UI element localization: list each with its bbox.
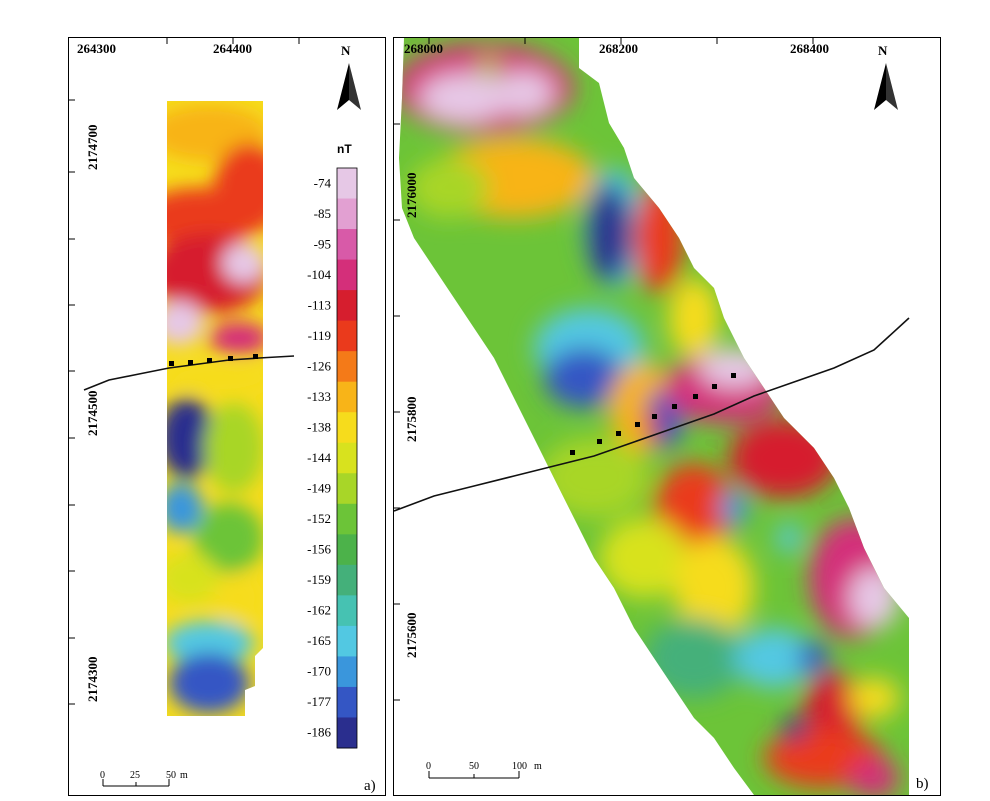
scale-a-unit: m [180,770,188,781]
colorbar-tick-label: -144 [307,450,331,465]
colorbar-tick-label: -165 [307,633,331,648]
profile-line-a [83,354,295,391]
map-panel-b: 268000 268200 268400 2176000 2175800 217… [393,37,941,796]
colorbar-tick-label: -113 [308,297,331,312]
colorbar-tick-label: -186 [307,725,331,740]
colorbar-tick-label: -159 [307,572,331,587]
colorbar-swatch [337,595,357,627]
scale-a-25: 25 [130,770,140,781]
scale-bar-a: 0 25 50 m [100,770,188,787]
svg-text:N: N [341,43,351,58]
y-tick-b-3: 2175600 [404,613,419,659]
y-tick-b-2: 2175800 [404,397,419,443]
x-tick-a-1: 264300 [77,41,116,56]
scale-b-50: 50 [469,761,479,772]
scale-b-0: 0 [426,761,431,772]
colorbar-tick-label: -126 [307,358,331,373]
map-a-canvas: 264300 264400 2174700 2174500 2174300 N … [69,38,376,794]
y-tick-b-1: 2176000 [404,173,419,219]
axis-ticks-a [69,38,300,705]
colorbar-scale: -74 -85 -95 -104 -113 -119 -126 -133 -138 -144 -14… [307,167,358,749]
colorbar-tick-label: -95 [314,236,331,251]
scale-bar-b: 0 50 100 m [426,761,542,779]
svg-text:N: N [878,43,888,58]
colorbar-swatch [337,625,357,657]
colorbar-swatch [337,656,357,688]
colorbar-tick-label: -177 [307,694,331,709]
colorbar-swatch [337,564,357,596]
y-tick-a-2: 2174500 [85,391,100,437]
y-tick-a-1: 2174700 [85,125,100,171]
y-tick-a-3: 2174300 [85,657,100,703]
map-b-canvas: 268000 268200 268400 2176000 2175800 217… [393,38,929,795]
colorbar-swatch [337,412,357,444]
anomaly-grid-a [167,101,263,716]
colorbar-unit: nT [337,142,352,156]
colorbar-tick-label: -104 [307,267,331,282]
axis-ticks-b [394,38,814,701]
colorbar-swatch [337,320,357,352]
colorbar-tick-label: -152 [307,511,331,526]
colorbar: nT -74 -85 -95 -104 -113 -119 -126 -133 -138 -144… [289,138,379,762]
colorbar-swatch [337,503,357,535]
scale-a-0: 0 [100,770,105,781]
colorbar-tick-label: -170 [307,664,331,679]
colorbar-tick-label: -74 [314,175,332,190]
profile-line-b [393,317,910,512]
map-panel-a: 264300 264400 2174700 2174500 2174300 N … [68,37,386,796]
colorbar-tick-label: -133 [307,389,331,404]
scale-a-50: 50 [166,770,176,781]
colorbar-swatch [337,442,357,474]
colorbar-tick-label: -156 [307,542,331,557]
north-arrow-icon: N [874,43,898,110]
colorbar-swatch [337,198,357,230]
colorbar-swatch [337,351,357,383]
colorbar-tick-label: -85 [314,206,331,221]
colorbar-swatch [337,290,357,322]
colorbar-swatch [337,229,357,261]
x-tick-b-2: 268200 [599,41,638,56]
colorbar-swatch [337,473,357,505]
colorbar-swatch [337,168,357,200]
scale-b-unit: m [534,761,542,772]
x-tick-b-3: 268400 [790,41,829,56]
x-tick-a-2: 264400 [213,41,252,56]
colorbar-tick-label: -162 [307,603,331,618]
north-arrow-icon: N [337,43,361,110]
panel-label-a: a) [364,778,376,794]
scale-b-100: 100 [512,761,527,772]
anomaly-grid-b [399,38,909,795]
colorbar-swatch [337,381,357,413]
colorbar-swatch [337,259,357,291]
colorbar-swatch [337,534,357,566]
colorbar-tick-label: -149 [307,481,331,496]
colorbar-tick-label: -119 [308,328,331,343]
colorbar-swatch [337,717,357,749]
colorbar-swatch [337,686,357,718]
x-tick-b-1: 268000 [404,41,443,56]
colorbar-tick-label: -138 [307,419,331,434]
panel-label-b: b) [916,776,929,792]
